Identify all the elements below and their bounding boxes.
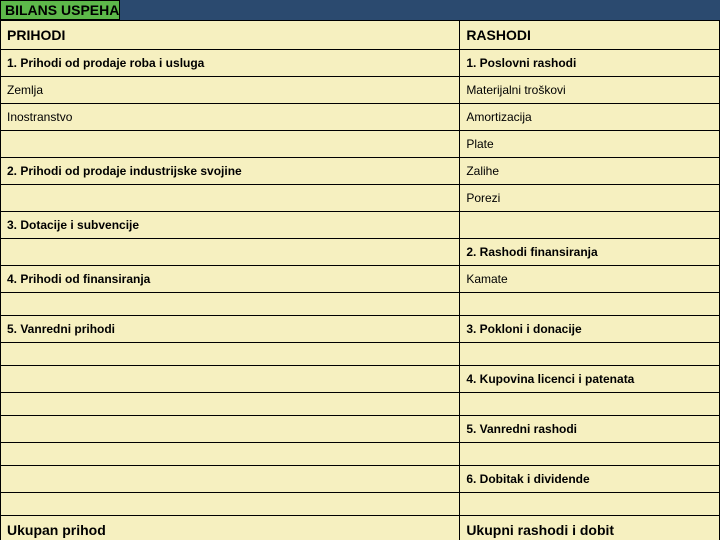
table-row: 3. Dotacije i subvencije xyxy=(1,212,720,239)
cell-right: Plate xyxy=(460,131,720,158)
table-row xyxy=(1,443,720,466)
cell-left xyxy=(1,293,460,316)
cell-right xyxy=(460,343,720,366)
table-row: 6. Dobitak i dividende xyxy=(1,466,720,493)
table-row: 1. Prihodi od prodaje roba i usluga1. Po… xyxy=(1,50,720,77)
cell-left: Inostranstvo xyxy=(1,104,460,131)
table-row: 2. Rashodi finansiranja xyxy=(1,239,720,266)
total-right: Ukupni rashodi i dobit xyxy=(460,516,720,540)
cell-right: Amortizacija xyxy=(460,104,720,131)
cell-left: 1. Prihodi od prodaje roba i usluga xyxy=(1,50,460,77)
cell-left xyxy=(1,239,460,266)
table-row: 4. Kupovina licenci i patenata xyxy=(1,366,720,393)
cell-right: 2. Rashodi finansiranja xyxy=(460,239,720,266)
cell-left xyxy=(1,185,460,212)
table-row: 2. Prihodi od prodaje industrijske svoji… xyxy=(1,158,720,185)
cell-left xyxy=(1,416,460,443)
cell-left: 3. Dotacije i subvencije xyxy=(1,212,460,239)
table-row: 5. Vanredni prihodi3. Pokloni i donacije xyxy=(1,316,720,343)
cell-left: Zemlja xyxy=(1,77,460,104)
slide-title: BILANS USPEHA xyxy=(0,0,120,20)
cell-right: Porezi xyxy=(460,185,720,212)
header-left: PRIHODI xyxy=(1,21,460,50)
cell-right xyxy=(460,212,720,239)
cell-left xyxy=(1,366,460,393)
cell-left xyxy=(1,443,460,466)
cell-left xyxy=(1,343,460,366)
cell-right: 1. Poslovni rashodi xyxy=(460,50,720,77)
table-row: 5. Vanredni rashodi xyxy=(1,416,720,443)
cell-right: 4. Kupovina licenci i patenata xyxy=(460,366,720,393)
cell-left xyxy=(1,393,460,416)
cell-right: Kamate xyxy=(460,266,720,293)
cell-right xyxy=(460,443,720,466)
cell-left xyxy=(1,493,460,516)
table-row xyxy=(1,393,720,416)
table-totals-row: Ukupan prihod Ukupni rashodi i dobit xyxy=(1,516,720,540)
table-row xyxy=(1,343,720,366)
cell-right xyxy=(460,393,720,416)
cell-left: 5. Vanredni prihodi xyxy=(1,316,460,343)
cell-left xyxy=(1,131,460,158)
balance-table: PRIHODI RASHODI 1. Prihodi od prodaje ro… xyxy=(0,20,720,540)
cell-right: Materijalni troškovi xyxy=(460,77,720,104)
table-row: ZemljaMaterijalni troškovi xyxy=(1,77,720,104)
table-row xyxy=(1,293,720,316)
cell-left: 2. Prihodi od prodaje industrijske svoji… xyxy=(1,158,460,185)
table-row: 4. Prihodi od finansiranjaKamate xyxy=(1,266,720,293)
cell-left xyxy=(1,466,460,493)
cell-right: Zalihe xyxy=(460,158,720,185)
cell-right: 3. Pokloni i donacije xyxy=(460,316,720,343)
total-left: Ukupan prihod xyxy=(1,516,460,540)
cell-right: 6. Dobitak i dividende xyxy=(460,466,720,493)
cell-right xyxy=(460,493,720,516)
table-row: Porezi xyxy=(1,185,720,212)
table-row: InostranstvoAmortizacija xyxy=(1,104,720,131)
table-row xyxy=(1,493,720,516)
cell-right: 5. Vanredni rashodi xyxy=(460,416,720,443)
header-right: RASHODI xyxy=(460,21,720,50)
cell-left: 4. Prihodi od finansiranja xyxy=(1,266,460,293)
cell-right xyxy=(460,293,720,316)
table-header-row: PRIHODI RASHODI xyxy=(1,21,720,50)
table-row: Plate xyxy=(1,131,720,158)
